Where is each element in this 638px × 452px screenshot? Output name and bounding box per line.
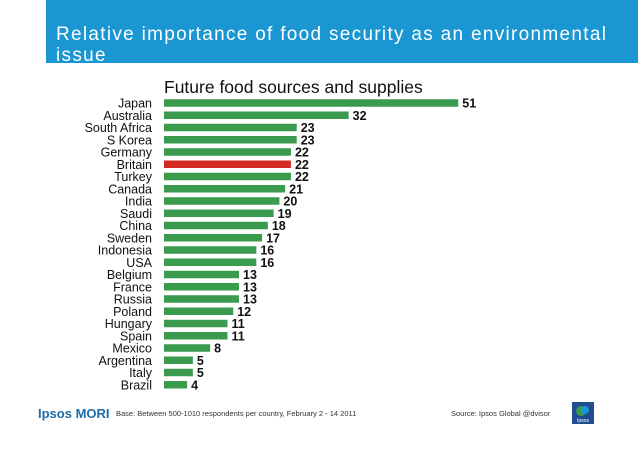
bar-brazil <box>164 381 188 389</box>
category-label-india: India <box>125 195 152 209</box>
bar-hungary <box>164 319 228 328</box>
bar-spain <box>164 332 228 340</box>
bar-italy <box>164 368 193 377</box>
value-label-belgium: 13 <box>243 268 257 282</box>
bar-india <box>164 197 280 205</box>
bar-japan <box>164 99 459 107</box>
bar-s-korea <box>164 136 297 144</box>
category-label-canada: Canada <box>108 182 152 196</box>
category-label-belgium: Belgium <box>107 268 152 282</box>
bar-russia <box>164 295 240 303</box>
bar-canada <box>164 185 286 193</box>
value-label-indonesia: 16 <box>260 244 274 258</box>
value-label-saudi: 19 <box>278 207 292 221</box>
bar-turkey <box>164 172 291 181</box>
category-label-russia: Russia <box>114 293 152 307</box>
value-label-germany: 22 <box>295 146 309 160</box>
category-label-turkey: Turkey <box>114 170 152 184</box>
source-note: Source: Ipsos Global @dvisor <box>451 409 551 418</box>
bar-belgium <box>164 270 240 279</box>
value-label-sweden: 17 <box>266 231 280 245</box>
value-label-china: 18 <box>272 219 286 233</box>
value-label-japan: 51 <box>462 97 476 111</box>
value-label-brazil: 4 <box>191 378 198 392</box>
badge-text: Ipsos <box>577 418 589 424</box>
bar-usa <box>164 258 257 266</box>
value-label-poland: 12 <box>237 305 251 319</box>
category-label-australia: Australia <box>103 109 152 123</box>
value-label-hungary: 11 <box>231 317 244 331</box>
bar-argentina <box>164 356 193 364</box>
category-label-spain: Spain <box>120 329 152 343</box>
value-label-australia: 32 <box>353 109 367 123</box>
value-label-south-africa: 23 <box>301 121 315 135</box>
category-label-argentina: Argentina <box>98 354 152 368</box>
bar-indonesia <box>164 246 257 254</box>
category-label-s-korea: S Korea <box>107 133 152 147</box>
bar-britain <box>164 160 291 168</box>
ipsos-badge-icon: Ipsos <box>572 402 594 424</box>
category-label-hungary: Hungary <box>105 317 153 331</box>
category-label-usa: USA <box>126 256 152 270</box>
chart-title: Future food sources and supplies <box>164 77 423 97</box>
header-banner: Relative importance of food security as … <box>46 0 638 66</box>
bar-france <box>164 283 240 291</box>
category-label-brazil: Brazil <box>121 378 152 392</box>
bar-south-africa <box>164 123 297 132</box>
category-label-italy: Italy <box>129 366 153 380</box>
value-label-italy: 5 <box>197 366 204 380</box>
value-label-turkey: 22 <box>295 170 309 184</box>
category-label-mexico: Mexico <box>112 342 152 356</box>
value-label-india: 20 <box>283 195 297 209</box>
value-label-britain: 22 <box>295 158 309 172</box>
bar-poland <box>164 307 234 315</box>
value-label-s-korea: 23 <box>301 133 315 147</box>
value-label-spain: 11 <box>231 329 244 343</box>
category-label-japan: Japan <box>118 97 152 111</box>
bar-saudi <box>164 209 274 217</box>
value-label-france: 13 <box>243 280 257 294</box>
category-label-china: China <box>119 219 152 233</box>
category-label-britain: Britain <box>117 158 152 172</box>
bar-sweden <box>164 234 263 242</box>
value-label-canada: 21 <box>289 182 303 196</box>
page-title: Relative importance of food security as … <box>56 24 608 66</box>
value-label-mexico: 8 <box>214 342 221 356</box>
value-label-russia: 13 <box>243 293 257 307</box>
category-label-indonesia: Indonesia <box>98 244 152 258</box>
bar-mexico <box>164 344 211 352</box>
category-label-saudi: Saudi <box>120 207 152 221</box>
category-label-poland: Poland <box>113 305 152 319</box>
bar-china <box>164 221 268 230</box>
category-label-france: France <box>113 280 152 294</box>
value-label-usa: 16 <box>260 256 274 270</box>
bar-australia <box>164 111 349 119</box>
category-label-south-africa: South Africa <box>85 121 152 135</box>
ipsos-mori-logo: Ipsos MORI <box>38 406 110 421</box>
category-label-germany: Germany <box>101 146 153 160</box>
category-label-sweden: Sweden <box>107 231 152 245</box>
base-footnote: Base: Between 500-1010 respondents per c… <box>116 409 357 418</box>
value-label-argentina: 5 <box>197 354 204 368</box>
bar-germany <box>164 148 291 156</box>
